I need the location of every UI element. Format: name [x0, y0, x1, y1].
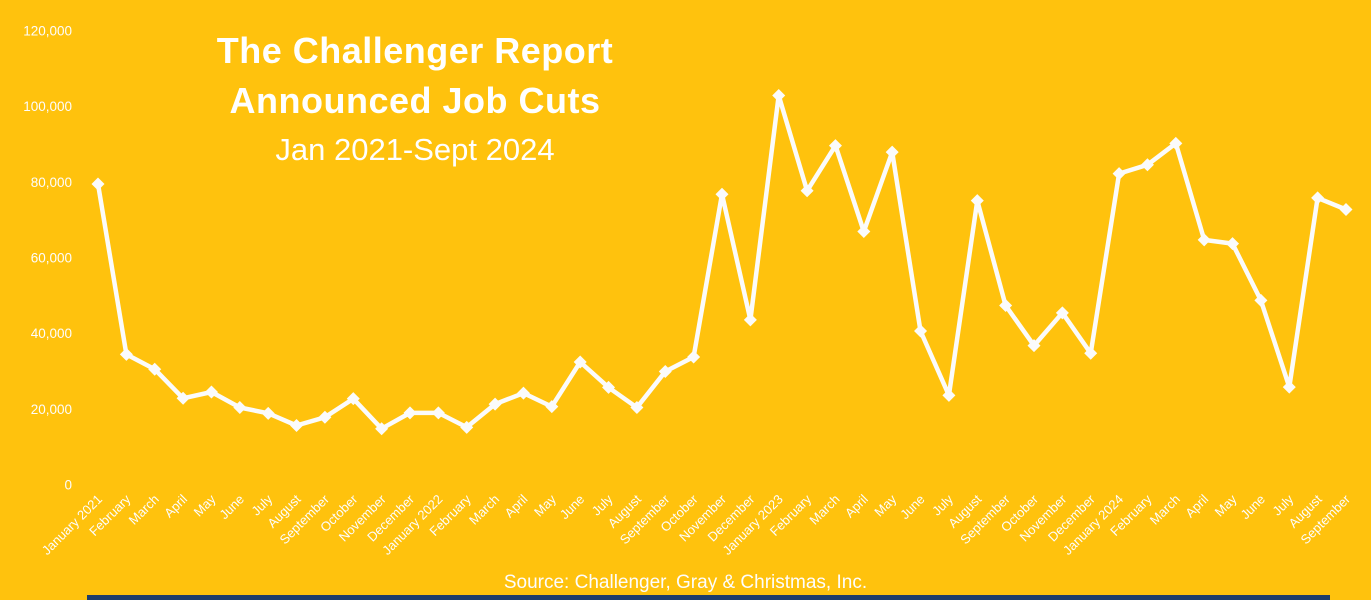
y-tick-label: 120,000 — [23, 24, 72, 39]
y-axis-tick-labels: 0 20,000 40,000 60,000 80,000 100,000 120,000 — [23, 24, 72, 493]
data-point-marker — [1140, 158, 1154, 172]
x-tick-label: June — [557, 492, 588, 523]
x-tick-label: April — [842, 491, 871, 520]
data-point-marker — [1197, 233, 1211, 247]
y-tick-label: 40,000 — [31, 326, 72, 341]
data-point-marker — [403, 406, 417, 420]
x-tick-label: April — [1182, 491, 1211, 520]
x-tick-label: April — [161, 491, 190, 520]
data-point-marker — [1055, 306, 1069, 320]
data-point-marker — [1339, 202, 1353, 216]
data-point-marker — [261, 406, 275, 420]
data-point-markers — [91, 89, 1353, 436]
data-point-marker — [1282, 380, 1296, 394]
data-point-marker — [148, 362, 162, 376]
x-tick-label: June — [897, 492, 928, 523]
data-point-marker — [743, 313, 757, 327]
data-point-marker — [1112, 167, 1126, 181]
data-point-marker — [942, 388, 956, 402]
data-point-marker — [800, 184, 814, 198]
data-point-marker — [914, 324, 928, 338]
data-point-marker — [1169, 136, 1183, 150]
data-point-marker — [460, 420, 474, 434]
data-point-marker — [488, 397, 502, 411]
data-point-marker — [176, 391, 190, 405]
data-point-marker — [346, 392, 360, 406]
series-polyline — [95, 93, 1349, 431]
x-tick-label: May — [871, 491, 899, 519]
x-tick-label: March — [1147, 492, 1183, 528]
y-tick-label: 80,000 — [31, 175, 72, 190]
data-point-marker — [999, 298, 1013, 312]
x-tick-label: March — [126, 492, 162, 528]
data-point-marker — [1226, 237, 1240, 251]
data-point-marker — [1027, 339, 1041, 353]
x-tick-label: March — [806, 492, 842, 528]
data-point-marker — [573, 355, 587, 369]
data-point-marker — [119, 347, 133, 361]
x-tick-label: June — [216, 492, 247, 523]
data-point-marker — [857, 225, 871, 239]
x-tick-label: May — [1212, 491, 1240, 519]
data-point-marker — [516, 386, 530, 400]
y-tick-label: 0 — [64, 478, 72, 493]
x-tick-label: April — [502, 491, 531, 520]
data-point-marker — [658, 365, 672, 379]
data-point-marker — [1084, 346, 1098, 360]
source-attribution: Source: Challenger, Gray & Christmas, In… — [503, 572, 868, 593]
data-point-marker — [715, 187, 729, 201]
data-point-marker — [91, 177, 105, 191]
data-point-marker — [828, 139, 842, 153]
data-point-marker — [290, 419, 304, 433]
data-point-marker — [630, 400, 644, 414]
data-point-marker — [318, 410, 332, 424]
data-point-marker — [375, 422, 389, 436]
data-point-marker — [233, 401, 247, 415]
bottom-navy-bar — [87, 595, 1330, 600]
data-point-marker — [885, 145, 899, 159]
x-tick-label: May — [531, 491, 559, 519]
x-tick-label: May — [191, 491, 219, 519]
x-tick-label: June — [1237, 492, 1268, 523]
data-point-marker — [545, 400, 559, 414]
data-line — [95, 93, 1349, 431]
y-tick-label: 20,000 — [31, 402, 72, 417]
data-point-marker — [1254, 293, 1268, 307]
data-point-marker — [687, 350, 701, 364]
data-point-marker — [602, 380, 616, 394]
data-point-marker — [1311, 191, 1325, 205]
x-tick-label: March — [466, 492, 502, 528]
y-tick-label: 100,000 — [23, 99, 72, 114]
data-point-marker — [772, 89, 786, 103]
data-point-marker — [431, 406, 445, 420]
data-point-marker — [204, 385, 218, 399]
data-point-marker — [970, 194, 984, 208]
y-tick-label: 60,000 — [31, 251, 72, 266]
